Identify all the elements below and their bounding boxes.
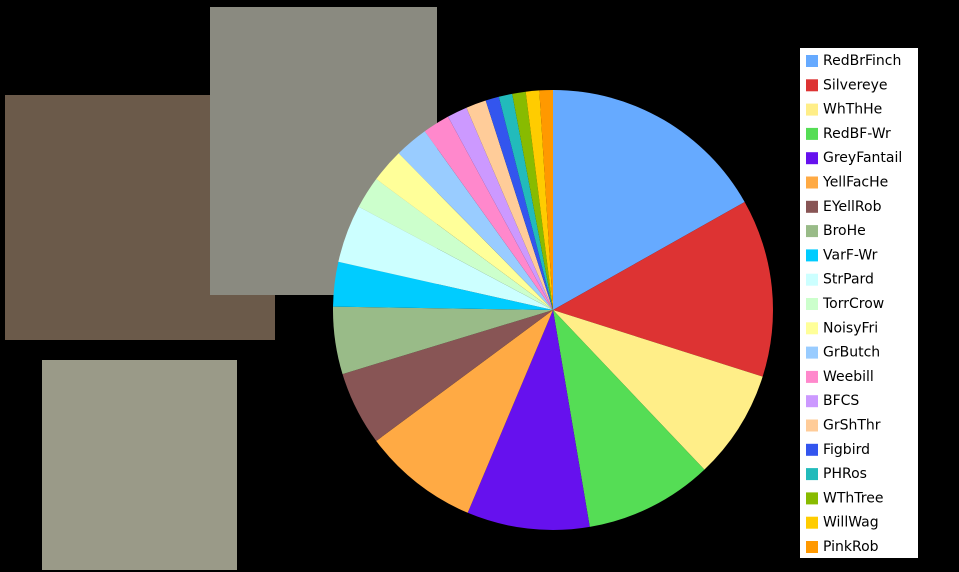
legend-swatch bbox=[806, 249, 818, 262]
legend-label: GrButch bbox=[823, 345, 880, 361]
legend-label: NoisyFri bbox=[823, 320, 878, 336]
legend-label: VarF-Wr bbox=[823, 247, 878, 263]
legend-label: WThTree bbox=[823, 490, 883, 506]
legend-swatch bbox=[806, 127, 818, 140]
legend-swatch bbox=[806, 419, 818, 432]
photo bbox=[42, 360, 237, 570]
pie-slice bbox=[485, 96, 553, 311]
legend-swatch bbox=[806, 200, 818, 213]
legend-label: TorrCrow bbox=[822, 296, 884, 312]
legend-label: GreyFantail bbox=[823, 150, 902, 166]
legend-label: BroHe bbox=[823, 223, 866, 239]
legend-label: EYellRob bbox=[823, 199, 882, 215]
legend-label: PinkRob bbox=[823, 539, 879, 555]
pie-slice bbox=[424, 116, 553, 310]
legend: RedBrFinch Silvereye WhThHe RedBF-Wr GreyFan… bbox=[806, 53, 902, 555]
legend-swatch bbox=[806, 176, 818, 189]
legend-swatch bbox=[806, 79, 818, 92]
pie-slice bbox=[512, 91, 553, 311]
legend-swatch bbox=[806, 322, 818, 335]
legend-swatch bbox=[806, 541, 818, 553]
legend-swatch bbox=[806, 395, 818, 408]
pie-slice bbox=[553, 310, 763, 470]
legend-swatch bbox=[806, 443, 818, 456]
pie-slice bbox=[498, 93, 553, 310]
legend-swatch bbox=[806, 55, 818, 67]
legend-swatch bbox=[806, 273, 818, 286]
legend-label: BFCS bbox=[823, 393, 859, 409]
legend-swatch bbox=[806, 516, 818, 529]
legend-label: RedBrFinch bbox=[823, 53, 901, 69]
legend-label: WhThHe bbox=[823, 102, 882, 118]
legend-label: Weebill bbox=[823, 369, 874, 385]
pie-slice bbox=[553, 201, 773, 377]
legend-box bbox=[800, 48, 918, 558]
pie-slice bbox=[553, 310, 705, 527]
legend-swatch bbox=[806, 298, 818, 310]
legend-swatch bbox=[806, 152, 818, 165]
pie-slice bbox=[358, 179, 553, 310]
legend-swatch bbox=[806, 225, 818, 238]
legend-swatch bbox=[806, 103, 818, 116]
pie-slice bbox=[398, 131, 553, 310]
legend-swatch bbox=[806, 492, 818, 505]
pie-slice bbox=[333, 306, 553, 375]
legend-swatch bbox=[806, 468, 818, 481]
pie-slice bbox=[376, 310, 553, 513]
pie-slice bbox=[342, 310, 553, 441]
pie bbox=[333, 90, 773, 530]
pie-slice bbox=[539, 90, 553, 310]
pie-slice bbox=[338, 206, 553, 310]
legend-label: StrPard bbox=[823, 272, 874, 288]
pie-slice bbox=[467, 310, 590, 530]
pie-slice bbox=[447, 107, 553, 310]
legend-label: RedBF-Wr bbox=[823, 126, 891, 142]
legend-label: GrShThr bbox=[823, 418, 881, 434]
pie-slice bbox=[376, 153, 553, 310]
legend-label: YellFacHe bbox=[822, 175, 888, 191]
legend-swatch bbox=[806, 346, 818, 359]
legend-label: Silvereye bbox=[823, 77, 888, 93]
legend-label: Figbird bbox=[823, 442, 870, 458]
legend-label: PHRos bbox=[823, 466, 867, 482]
pie-slice bbox=[466, 100, 553, 310]
pie-slice bbox=[553, 90, 745, 310]
pie-slice bbox=[525, 90, 553, 310]
pie-slice bbox=[333, 261, 553, 310]
legend-label: WillWag bbox=[823, 515, 879, 531]
legend-swatch bbox=[806, 370, 818, 383]
